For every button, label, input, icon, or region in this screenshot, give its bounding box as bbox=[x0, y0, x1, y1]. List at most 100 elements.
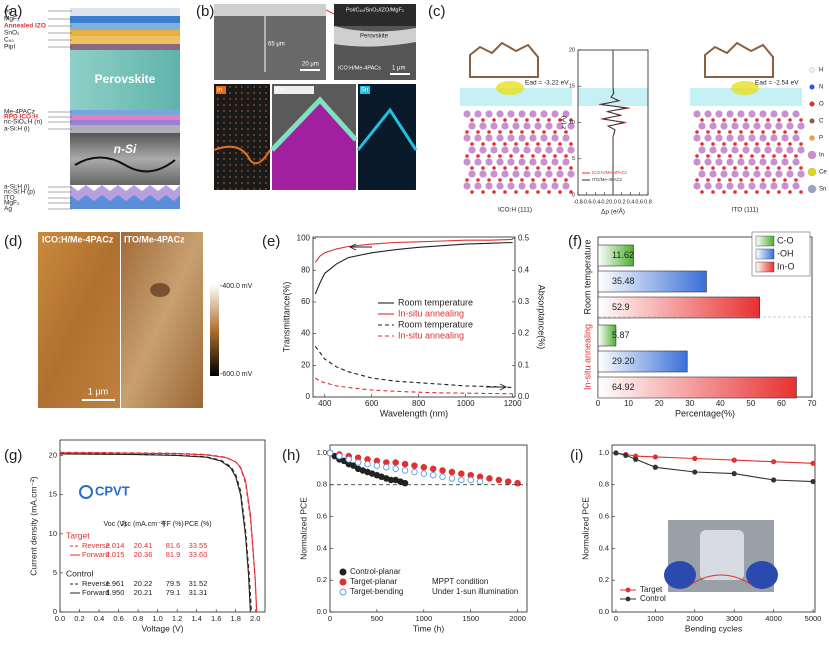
atom bbox=[463, 110, 471, 118]
eds-tag bbox=[360, 86, 370, 94]
atom bbox=[706, 130, 710, 134]
atom bbox=[761, 178, 765, 182]
atom bbox=[711, 142, 715, 146]
x-tick-label: 40 bbox=[716, 399, 725, 408]
eds-tag bbox=[274, 86, 314, 94]
atom bbox=[481, 166, 485, 170]
atom bbox=[503, 190, 507, 194]
point bbox=[392, 459, 399, 466]
y2-axis-label: Absorptance(%) bbox=[537, 285, 547, 350]
atom bbox=[722, 166, 726, 170]
atom bbox=[540, 134, 548, 142]
layer bbox=[70, 44, 180, 50]
legend-label: Reverse bbox=[82, 579, 110, 588]
atom bbox=[567, 170, 575, 178]
atom bbox=[476, 154, 480, 158]
plot-frame bbox=[312, 236, 516, 398]
atom bbox=[496, 110, 504, 118]
atom bbox=[737, 182, 745, 190]
charge-density bbox=[496, 81, 524, 95]
legend-swatch bbox=[809, 101, 815, 107]
atom bbox=[551, 182, 559, 190]
label: ITO/Me-4PACz bbox=[124, 234, 185, 244]
table-cell: 81.6 bbox=[166, 541, 181, 550]
table-group: Control bbox=[66, 568, 94, 578]
table-cell: 2.015 bbox=[106, 550, 125, 559]
atom bbox=[476, 130, 480, 134]
atom bbox=[797, 122, 805, 130]
layer-label: Me-4PACz bbox=[4, 109, 35, 116]
panel-label: (g) bbox=[4, 447, 22, 464]
x-tick-label: 0.8 bbox=[133, 614, 143, 623]
atom bbox=[775, 122, 783, 130]
afm-image bbox=[121, 232, 203, 408]
atom bbox=[792, 110, 800, 118]
legend-swatch bbox=[625, 587, 631, 593]
atom bbox=[512, 146, 520, 154]
marker bbox=[633, 456, 639, 462]
atom bbox=[518, 158, 526, 166]
legend-label: Target-planar bbox=[350, 577, 397, 586]
y2-tick-label: 0.0 bbox=[518, 392, 530, 401]
atom bbox=[726, 158, 734, 166]
atom bbox=[536, 118, 540, 122]
group-label: In-situ annealing bbox=[582, 324, 592, 390]
y-tick-label: 80 bbox=[301, 265, 310, 274]
y-axis-label: z (Å) bbox=[559, 116, 568, 130]
atom bbox=[797, 170, 805, 178]
atom bbox=[551, 158, 559, 166]
atom bbox=[755, 166, 759, 170]
layer-label: ITO bbox=[4, 195, 15, 202]
atom bbox=[547, 118, 551, 122]
sem-layer bbox=[334, 26, 416, 47]
atom bbox=[498, 154, 502, 158]
atom bbox=[509, 178, 513, 182]
atom bbox=[536, 166, 540, 170]
legend-label: Forward bbox=[82, 588, 110, 597]
x-tick-label: 0.2 bbox=[618, 199, 626, 205]
legend-label: Target bbox=[640, 585, 663, 594]
x-tick-label: 0 bbox=[328, 614, 332, 623]
marker bbox=[731, 457, 737, 463]
atom bbox=[531, 154, 535, 158]
atom bbox=[476, 178, 480, 182]
sem-images bbox=[213, 4, 418, 190]
legend-label: Forward bbox=[82, 550, 110, 559]
x-tick-label: 1000 bbox=[647, 614, 664, 623]
x-tick-label: 0.0 bbox=[609, 199, 617, 205]
point bbox=[458, 470, 465, 477]
x-tick-label: 0.4 bbox=[94, 614, 104, 623]
atom bbox=[781, 182, 789, 190]
atom bbox=[750, 178, 754, 182]
atom bbox=[731, 170, 739, 178]
atom bbox=[556, 122, 564, 130]
atom bbox=[775, 170, 783, 178]
atom bbox=[487, 130, 491, 134]
atom bbox=[545, 146, 553, 154]
point bbox=[420, 470, 428, 477]
x-tick-label: 1.8 bbox=[230, 614, 240, 623]
dft-illustration bbox=[460, 41, 805, 194]
table-header: PCE (%) bbox=[184, 521, 211, 528]
marker bbox=[810, 460, 816, 466]
atom bbox=[700, 142, 704, 146]
x-tick-label: 2000 bbox=[509, 614, 526, 623]
atom bbox=[562, 182, 570, 190]
table-cell: 33.55 bbox=[189, 541, 208, 550]
point bbox=[392, 465, 399, 473]
table-cell: 20.21 bbox=[134, 588, 153, 597]
atom bbox=[558, 166, 562, 170]
x-tick-label: 500 bbox=[371, 614, 384, 623]
y-tick-label: 100 bbox=[297, 234, 311, 243]
point bbox=[429, 465, 437, 473]
atom bbox=[514, 166, 518, 170]
legend-label: Sn bbox=[819, 187, 826, 193]
atom bbox=[569, 190, 573, 194]
label: Ead = -2.54 eV bbox=[755, 80, 799, 87]
eds-label: Sn bbox=[361, 88, 368, 94]
bar bbox=[597, 376, 797, 399]
atom bbox=[764, 122, 772, 130]
legend-swatch bbox=[755, 235, 775, 247]
atom bbox=[564, 130, 568, 134]
atom bbox=[547, 166, 551, 170]
